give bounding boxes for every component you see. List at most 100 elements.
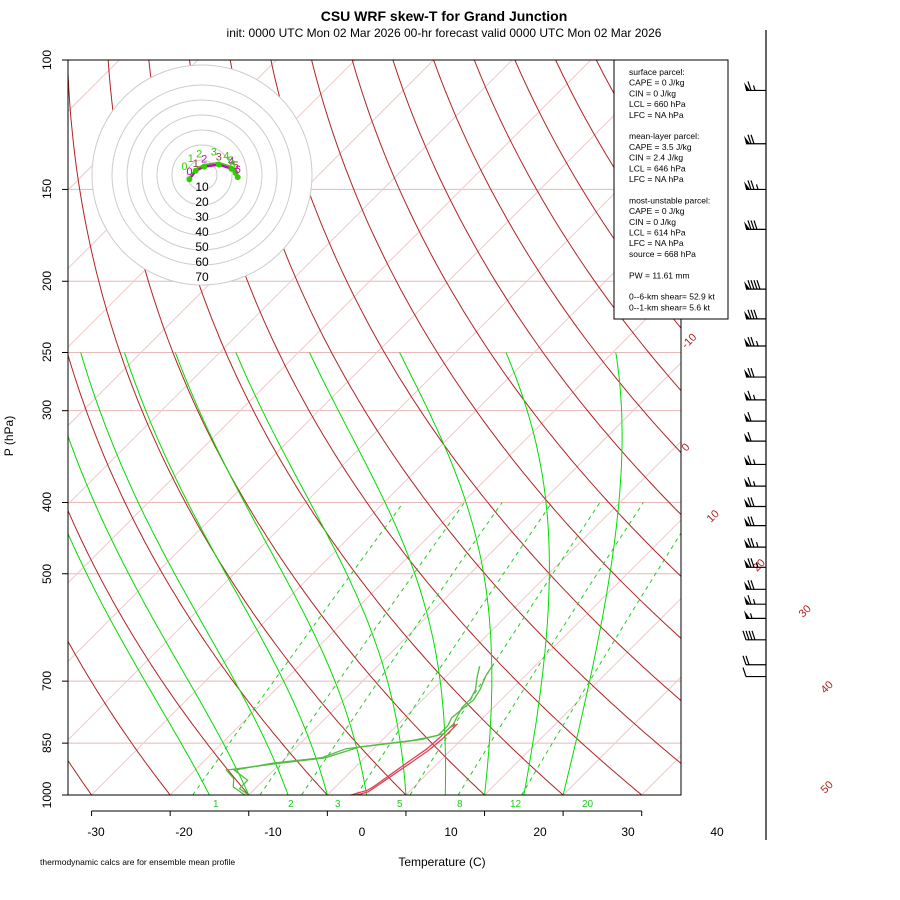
hodo-ring-label: 30	[195, 210, 209, 224]
y-tick-label: 250	[40, 342, 54, 362]
dry-adiabat	[793, 0, 900, 825]
y-tick-label: 500	[40, 564, 54, 584]
x-tick-label: 40	[710, 825, 724, 839]
wind-barb-full	[750, 336, 755, 347]
isotherm-labels: -10 0 10 20 30 40 50	[680, 331, 836, 796]
hodo-ring	[171, 144, 233, 206]
wind-barb-full	[747, 390, 752, 401]
wind-barb	[742, 630, 766, 641]
x-tick-label: -20	[175, 825, 193, 839]
wind-barb-full	[742, 667, 747, 677]
x-tick-label: 10	[444, 825, 458, 839]
mixing-ratio-line	[192, 502, 404, 795]
hodo-ring	[111, 84, 293, 266]
stats-line: LCL = 614 hPa	[629, 228, 686, 238]
hodo-point-label: 2	[201, 154, 207, 166]
wind-barb-full	[747, 279, 752, 290]
hodo-ring	[186, 159, 218, 191]
y-tick-label: 700	[40, 671, 54, 691]
wind-barb-full	[747, 180, 752, 190]
hodo-point	[192, 167, 199, 174]
wind-barb-full	[756, 279, 761, 290]
dry-adiabat	[68, 640, 171, 795]
wind-barb-full	[750, 367, 755, 378]
wind-barb-full	[750, 580, 755, 590]
x-tick-labels: -30 -20 -10 0 10 20 30 40	[87, 825, 724, 839]
y-tick-labels: 100 150 200 250 300 400 500 700 850 1000	[40, 50, 54, 809]
moist-adiabat	[309, 352, 447, 795]
hodo-point-label: 1	[188, 153, 194, 165]
wind-barb-full	[750, 558, 755, 568]
stats-line: surface parcel:	[629, 67, 685, 77]
dry-adiabat	[68, 509, 250, 795]
wind-barbs	[742, 81, 766, 678]
dry-adiabat	[831, 0, 900, 825]
hodo-ring-label: 40	[195, 225, 209, 239]
wind-barb	[744, 180, 766, 191]
wind-barb-flag	[744, 82, 750, 91]
y-axis-label: P (hPa)	[2, 416, 16, 456]
sounding-profiles	[225, 664, 494, 795]
mixing-ratio-label: 1	[213, 799, 219, 810]
wind-barb-half	[752, 598, 756, 605]
wind-barb-full	[750, 279, 755, 290]
wind-barb	[744, 309, 766, 320]
stats-line: LFC = NA hPa	[629, 174, 684, 184]
mixing-ratio-label: 20	[582, 799, 594, 810]
y-tick-label: 850	[40, 733, 54, 753]
x-tick-label: -10	[264, 825, 282, 839]
wind-barb	[742, 655, 766, 666]
hodo-ring-label: 60	[195, 255, 209, 269]
isotherm-line	[405, 519, 681, 795]
wind-barb-flag	[744, 369, 750, 378]
moist-adiabat	[174, 352, 368, 795]
stats-line: CAPE = 3.5 J/kg	[629, 142, 692, 152]
dry-adiabat	[107, 60, 486, 795]
wind-barb-full	[747, 455, 752, 465]
wind-barb	[744, 81, 766, 92]
dry-adiabat	[68, 759, 93, 795]
hodo-point-label: 4	[223, 151, 229, 163]
moist-adiabat	[80, 352, 289, 795]
isotherm-label: 0	[680, 441, 693, 454]
wind-barb-full	[747, 537, 752, 548]
wind-barb-full	[742, 630, 747, 641]
wind-barb-full	[750, 497, 755, 507]
wind-barb	[744, 367, 766, 378]
y-tick-label: 400	[40, 492, 54, 512]
mixing-ratio-line	[301, 502, 503, 795]
wind-barb-half	[755, 184, 759, 190]
hodo-point-label: 3	[211, 147, 217, 159]
wind-barb	[744, 279, 766, 290]
x-tick-label: 20	[533, 825, 547, 839]
y-tick-label: 150	[40, 179, 54, 199]
stats-line: 0--6-km shear= 52.9 kt	[629, 292, 715, 302]
wind-barb	[744, 455, 766, 466]
wind-barb	[744, 537, 766, 548]
wind-barb-full	[753, 309, 758, 320]
hodo-background	[91, 64, 313, 286]
moist-adiabat	[505, 352, 550, 795]
wind-barb	[744, 580, 766, 590]
wind-barb-full	[745, 630, 750, 641]
chart-subtitle: init: 0000 UTC Mon 02 Mar 2026 00-hr for…	[227, 26, 662, 40]
stats-line: LFC = NA hPa	[629, 110, 684, 120]
y-tick-label: 300	[40, 400, 54, 420]
dry-adiabat	[392, 60, 681, 516]
hodo-point-label: 0	[186, 166, 192, 178]
wind-barb	[744, 411, 766, 422]
wind-barb-full	[747, 431, 752, 442]
footnote: thermodynamic calcs are for ensemble mea…	[40, 857, 235, 867]
hodo-point-label: 5	[228, 155, 234, 167]
mixing-ratio-line	[259, 502, 465, 795]
stats-box-frame	[613, 59, 729, 320]
moist-adiabat	[68, 434, 250, 795]
chart-title: CSU WRF skew-T for Grand Junction	[321, 8, 568, 24]
dewpoint-profile	[232, 664, 494, 795]
wind-barb-full	[742, 655, 747, 665]
stats-line: CAPE = 0 J/kg	[629, 78, 685, 88]
dry-adiabat	[68, 353, 328, 795]
stats-line: CIN = 0 J/kg	[629, 217, 676, 227]
moist-adiabat	[235, 352, 407, 795]
wind-barb-flag	[744, 310, 750, 319]
